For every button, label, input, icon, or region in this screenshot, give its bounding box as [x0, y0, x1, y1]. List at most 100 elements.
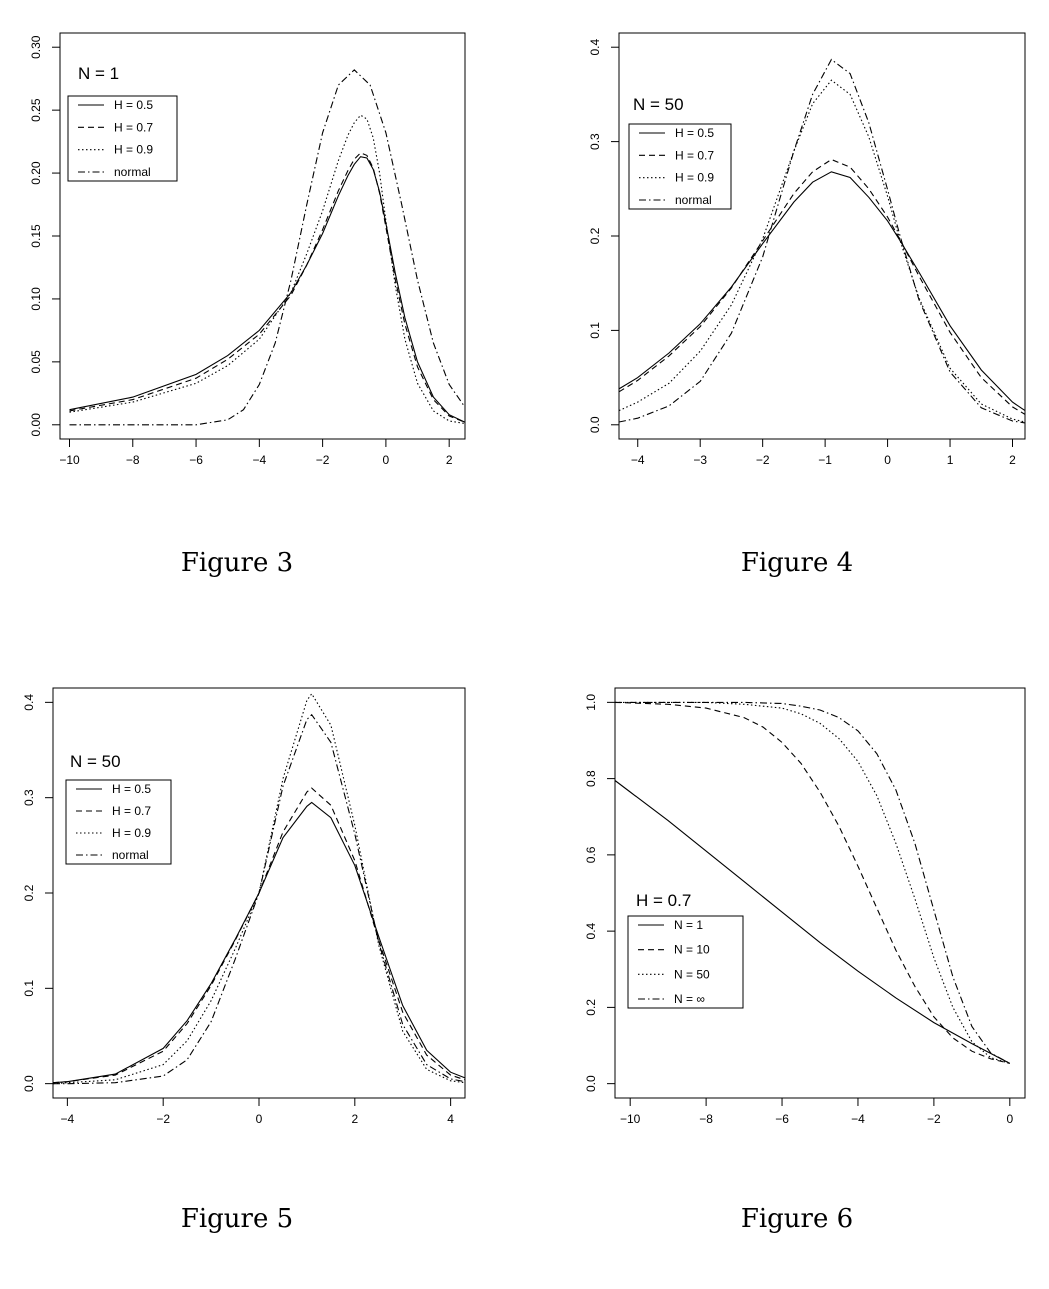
x-tick-label: −4 — [631, 453, 645, 467]
y-tick-label: 0.30 — [29, 35, 43, 59]
x-tick-label: −8 — [699, 1112, 713, 1126]
figure-6-caption: Figure 6 — [740, 1204, 854, 1234]
y-tick-label: 0.0 — [588, 416, 602, 433]
x-tick-label: −4 — [851, 1112, 865, 1126]
legend-label: H = 0.5 — [114, 98, 153, 112]
x-tick-label: 0 — [256, 1112, 263, 1126]
chart-title: H = 0.7 — [636, 891, 691, 910]
y-tick-label: 0.4 — [22, 694, 36, 711]
chart-title: N = 50 — [633, 95, 684, 114]
y-tick-label: 0.2 — [588, 227, 602, 244]
figure-4-caption: Figure 4 — [740, 548, 854, 578]
series-line — [615, 701, 1011, 1064]
series-line — [618, 58, 1026, 424]
legend: N = 1 N = 10 N = 50 N = ∞ — [627, 915, 744, 1009]
x-tick-label: −2 — [927, 1112, 941, 1126]
x-tick-label: −2 — [156, 1112, 170, 1126]
y-tick-label: 0.2 — [22, 884, 36, 901]
series-line — [618, 171, 1026, 412]
legend-label: H = 0.5 — [112, 782, 151, 796]
legend-label: H = 0.9 — [675, 171, 714, 185]
x-tick-label: 2 — [351, 1112, 358, 1126]
legend-box — [65, 779, 172, 865]
chart-title: N = 1 — [78, 64, 119, 83]
y-tick-label: 0.20 — [29, 161, 43, 185]
legend-label: N = 1 — [674, 918, 703, 932]
legend-label: H = 0.7 — [114, 120, 153, 134]
x-tick-label: −4 — [61, 1112, 75, 1126]
legend-label: normal — [112, 848, 149, 862]
series-line — [615, 701, 1010, 1064]
x-tick-label: 1 — [947, 453, 954, 467]
series-line — [618, 79, 1026, 423]
series-line — [52, 692, 466, 1085]
y-tick-label: 0.3 — [22, 789, 36, 806]
legend-label: N = 10 — [674, 943, 710, 957]
x-tick-label: −10 — [59, 453, 80, 467]
plot-frame — [614, 687, 1026, 1099]
chart-2: −4 −3 −2 −1 0 1 20.00.10.20.30.4N = 50H = 0.5H… — [588, 32, 1026, 467]
y-tick-label: 0.1 — [22, 980, 36, 997]
y-tick-label: 0.0 — [584, 1075, 598, 1092]
figure-3-caption: Figure 3 — [180, 548, 294, 578]
y-tick-label: 0.00 — [29, 413, 43, 437]
y-tick-label: 0.25 — [29, 98, 43, 122]
chart-1: −10 −8 −6 −4 −2 0 2 0.00 0.05 0.10 0.15 0.20 0.25 0.3… — [29, 32, 466, 467]
x-tick-label: 0 — [383, 453, 390, 467]
series-line — [69, 69, 466, 426]
series-line — [614, 780, 1011, 1064]
y-tick-label: 0.05 — [29, 350, 43, 374]
chart-4: −10 −8 −6 −4 −2 0 0.0 0.2 0.4 0.6 0.8 1.0 H = 0.7 N =… — [584, 687, 1026, 1126]
y-tick-label: 1.0 — [584, 694, 598, 711]
plot-frame — [59, 32, 466, 440]
legend-label: H = 0.9 — [114, 143, 153, 157]
figure-5-caption: Figure 5 — [180, 1204, 294, 1234]
legend-label: H = 0.5 — [675, 126, 714, 140]
y-tick-label: 0.4 — [588, 39, 602, 56]
legend-label: H = 0.7 — [112, 804, 151, 818]
chart-title: N = 50 — [70, 752, 121, 771]
series-line — [52, 787, 466, 1084]
x-tick-label: −3 — [693, 453, 707, 467]
x-tick-label: 0 — [884, 453, 891, 467]
x-tick-label: −6 — [775, 1112, 789, 1126]
legend-label: normal — [114, 165, 151, 179]
series-line — [69, 156, 466, 423]
y-tick-label: 0.3 — [588, 133, 602, 150]
series-line — [618, 158, 1026, 415]
y-tick-label: 0.10 — [29, 287, 43, 311]
legend: H = 0.5 H = 0.7 H = 0.9 normal — [65, 779, 172, 865]
y-tick-label: 0.15 — [29, 224, 43, 248]
y-tick-label: 0.2 — [584, 999, 598, 1016]
x-tick-label: −2 — [316, 453, 330, 467]
x-tick-label: −8 — [126, 453, 140, 467]
legend-box — [627, 915, 744, 1009]
legend: H = 0.5 H = 0.7 H = 0.9 normal — [628, 123, 732, 210]
series-line — [52, 801, 466, 1084]
legend-label: H = 0.7 — [675, 148, 714, 162]
plot-frame — [618, 32, 1026, 440]
legend-label: N = 50 — [674, 967, 710, 981]
y-tick-label: 0.0 — [22, 1075, 36, 1092]
legend-label: N = ∞ — [674, 992, 705, 1006]
y-tick-label: 0.6 — [584, 846, 598, 863]
legend-box — [67, 95, 178, 182]
x-tick-label: −10 — [620, 1112, 641, 1126]
x-tick-label: −6 — [189, 453, 203, 467]
legend-box — [628, 123, 732, 210]
x-tick-label: 0 — [1006, 1112, 1013, 1126]
legend: H = 0.5 H = 0.7 H = 0.9 normal — [67, 95, 178, 182]
x-tick-label: 2 — [446, 453, 453, 467]
series-line — [53, 713, 466, 1085]
x-tick-label: −2 — [756, 453, 770, 467]
series-line — [614, 701, 1010, 1064]
y-tick-label: 0.1 — [588, 322, 602, 339]
series-line — [69, 152, 466, 423]
x-tick-label: −1 — [818, 453, 832, 467]
x-tick-label: 4 — [447, 1112, 454, 1126]
y-tick-label: 0.4 — [584, 922, 598, 939]
legend-label: normal — [675, 193, 712, 207]
series-line — [69, 114, 466, 425]
